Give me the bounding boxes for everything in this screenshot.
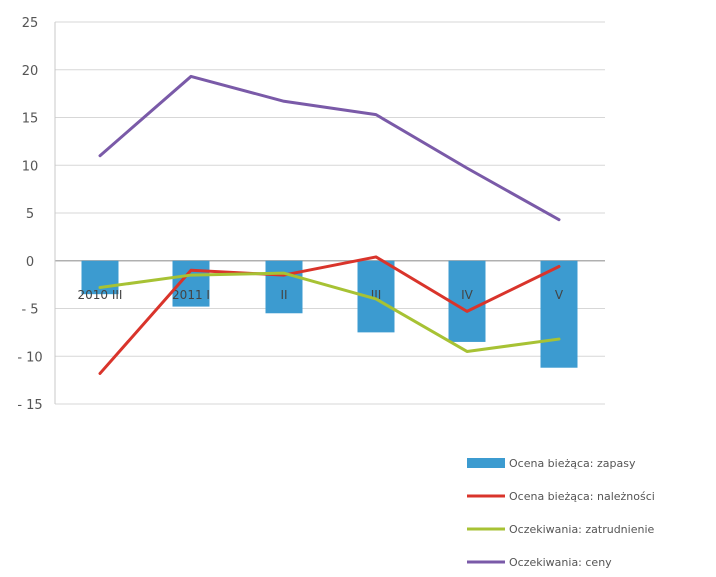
series-line [98, 255, 561, 375]
x-tick-label: III [371, 288, 382, 302]
bar [265, 260, 303, 314]
legend-label: Oczekiwania: ceny [509, 556, 612, 569]
legend-swatch [467, 458, 505, 468]
series-line [98, 74, 561, 222]
line-series [98, 74, 561, 375]
bar [448, 260, 486, 342]
legend-label: Ocena bieżąca: należności [509, 490, 655, 503]
legend: Ocena bieżąca: zapasy Ocena bieżąca: nale… [467, 457, 655, 569]
y-tick-label: 0 [26, 255, 34, 270]
y-tick-label: - 10 [17, 350, 42, 365]
legend-label: Oczekiwania: zatrudnienie [509, 523, 655, 536]
y-axis: 25 20 15 10 5 0 - 5 - 10 - 15 [17, 16, 42, 413]
y-tick-label: 15 [22, 112, 39, 127]
y-tick-label: 10 [22, 159, 39, 174]
y-tick-label: 5 [26, 207, 34, 222]
x-tick-label: II [280, 288, 287, 302]
y-tick-label: - 5 [21, 303, 38, 318]
x-tick-label: 2010 III [78, 288, 123, 302]
y-tick-label: 25 [22, 16, 39, 31]
x-tick-label: IV [461, 288, 474, 302]
x-tick-label: V [555, 288, 564, 302]
x-tick-label: 2011 I [172, 288, 210, 302]
series-line [98, 271, 561, 353]
y-tick-label: - 15 [17, 398, 42, 413]
bar [540, 260, 578, 368]
bar-series [81, 260, 578, 368]
grid [54, 21, 605, 405]
legend-label: Ocena bieżąca: zapasy [509, 457, 636, 470]
x-axis: 2010 III 2011 I II III IV V [78, 288, 564, 302]
y-tick-label: 20 [22, 64, 39, 79]
